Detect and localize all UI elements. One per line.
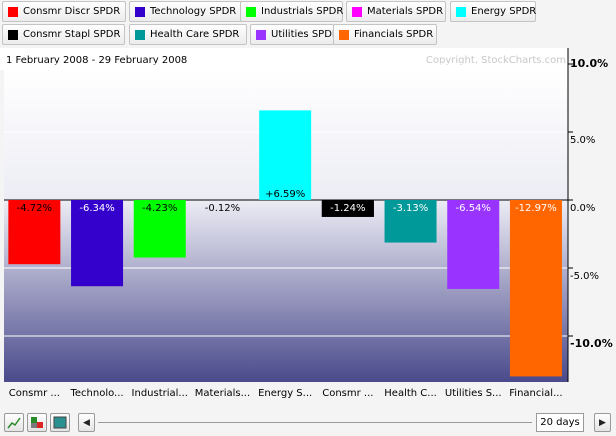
legend-item-utilities-spdr[interactable]: Utilities SPDR [250,24,339,45]
bar-value-label: -12.97% [515,203,557,214]
chart: 1 February 2008 - 29 February 2008 Copyr… [0,48,613,399]
x-category-label: Health C... [384,388,437,399]
legend-item-consmr-stapl-spdr[interactable]: Consmr Stapl SPDR [2,24,125,45]
x-category-label: Consmr ... [322,388,373,399]
bar-value-label: -4.23% [142,203,177,214]
x-category-label: Materials... [195,388,250,399]
date-range-label: 1 February 2008 - 29 February 2008 [6,55,187,66]
color-swatch-icon [53,416,67,429]
line-chart-toggle-button[interactable] [4,413,24,432]
bar-value-label: -6.54% [456,203,491,214]
slider-left-button[interactable]: ◀ [78,413,95,432]
legend-item-consmr-discr-spdr[interactable]: Consmr Discr SPDR [2,1,126,22]
toolbar: ◀ 20 days ▶ [0,410,616,436]
bar [8,200,61,265]
bar-value-label: -1.24% [330,203,365,214]
legend-swatch [339,29,349,40]
legend-label: Materials SPDR [367,6,444,17]
bar [71,200,124,287]
legend-label: Consmr Discr SPDR [23,6,121,17]
bar-value-label: -6.34% [79,203,114,214]
bar-value-label: -4.72% [17,203,52,214]
x-category-label: Technolo... [69,388,123,399]
period-field[interactable]: 20 days [536,413,584,432]
legend: Consmr Discr SPDR Technology SPDR Industri… [0,0,616,46]
bar-cap [321,200,374,217]
legend-item-energy-spdr[interactable]: Energy SPDR [450,1,536,22]
y-tick-label: -10.0% [570,337,613,350]
legend-swatch [135,6,145,17]
legend-item-health-care-spdr[interactable]: Health Care SPDR [129,24,247,45]
legend-label: Health Care SPDR [150,29,240,40]
slider-track[interactable] [98,422,532,423]
bar [384,200,437,243]
legend-swatch [256,29,266,40]
line-chart-icon [7,417,21,429]
bar-value-label: -3.13% [393,203,428,214]
bar [447,200,500,289]
bar [509,200,562,377]
legend-swatch [8,29,18,40]
y-tick-label: 0.0% [570,203,595,214]
x-category-label: Utilities S... [445,388,502,399]
x-category-label: Consmr ... [9,388,60,399]
y-tick-label: 10.0% [570,57,608,70]
bar-chart-toggle-button[interactable] [27,413,47,432]
legend-item-financials-spdr[interactable]: Financials SPDR [333,24,437,45]
legend-label: Utilities SPDR [271,29,339,40]
x-category-label: Financial... [509,388,562,399]
legend-item-industrials-spdr[interactable]: Industrials SPDR [240,1,343,22]
copyright-label: Copyright, StockCharts.com [426,55,566,66]
legend-label: Financials SPDR [354,29,434,40]
legend-label: Energy SPDR [471,6,537,17]
label-layer: 10.0% 5.0% 0.0% -5.0% -10.0% -4.72% Consmr ...… [9,57,613,399]
legend-item-materials-spdr[interactable]: Materials SPDR [346,1,446,22]
legend-label: Technology SPDR [150,6,237,17]
y-tick-label: 5.0% [570,135,595,146]
bar [133,200,186,258]
legend-label: Industrials SPDR [261,6,344,17]
x-category-label: Energy S... [258,388,312,399]
x-category-label: Industrial... [132,388,188,399]
bar-chart-icon [31,417,43,428]
bar-value-label: +6.59% [265,189,305,200]
bar-layer [8,110,562,377]
legend-swatch [456,6,466,17]
y-tick-label: -5.0% [570,271,599,282]
bar [259,110,312,200]
legend-swatch [135,29,145,40]
legend-label: Consmr Stapl SPDR [23,29,121,40]
legend-swatch [246,6,256,17]
legend-item-technology-spdr[interactable]: Technology SPDR [129,1,248,22]
color-scheme-button[interactable] [50,413,70,432]
slider-right-button[interactable]: ▶ [594,413,611,432]
legend-swatch [8,6,18,17]
bar-value-label: -0.12% [205,203,240,214]
legend-swatch [352,6,362,17]
